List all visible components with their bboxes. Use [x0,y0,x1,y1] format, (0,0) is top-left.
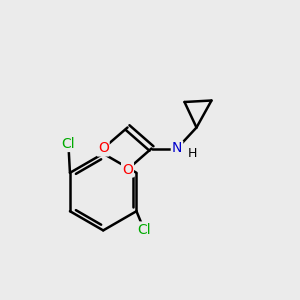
Text: N: N [172,142,182,155]
Text: Cl: Cl [137,223,151,236]
Text: O: O [98,142,109,155]
Text: Cl: Cl [61,137,75,151]
Text: H: H [187,146,197,160]
Text: O: O [122,163,133,176]
